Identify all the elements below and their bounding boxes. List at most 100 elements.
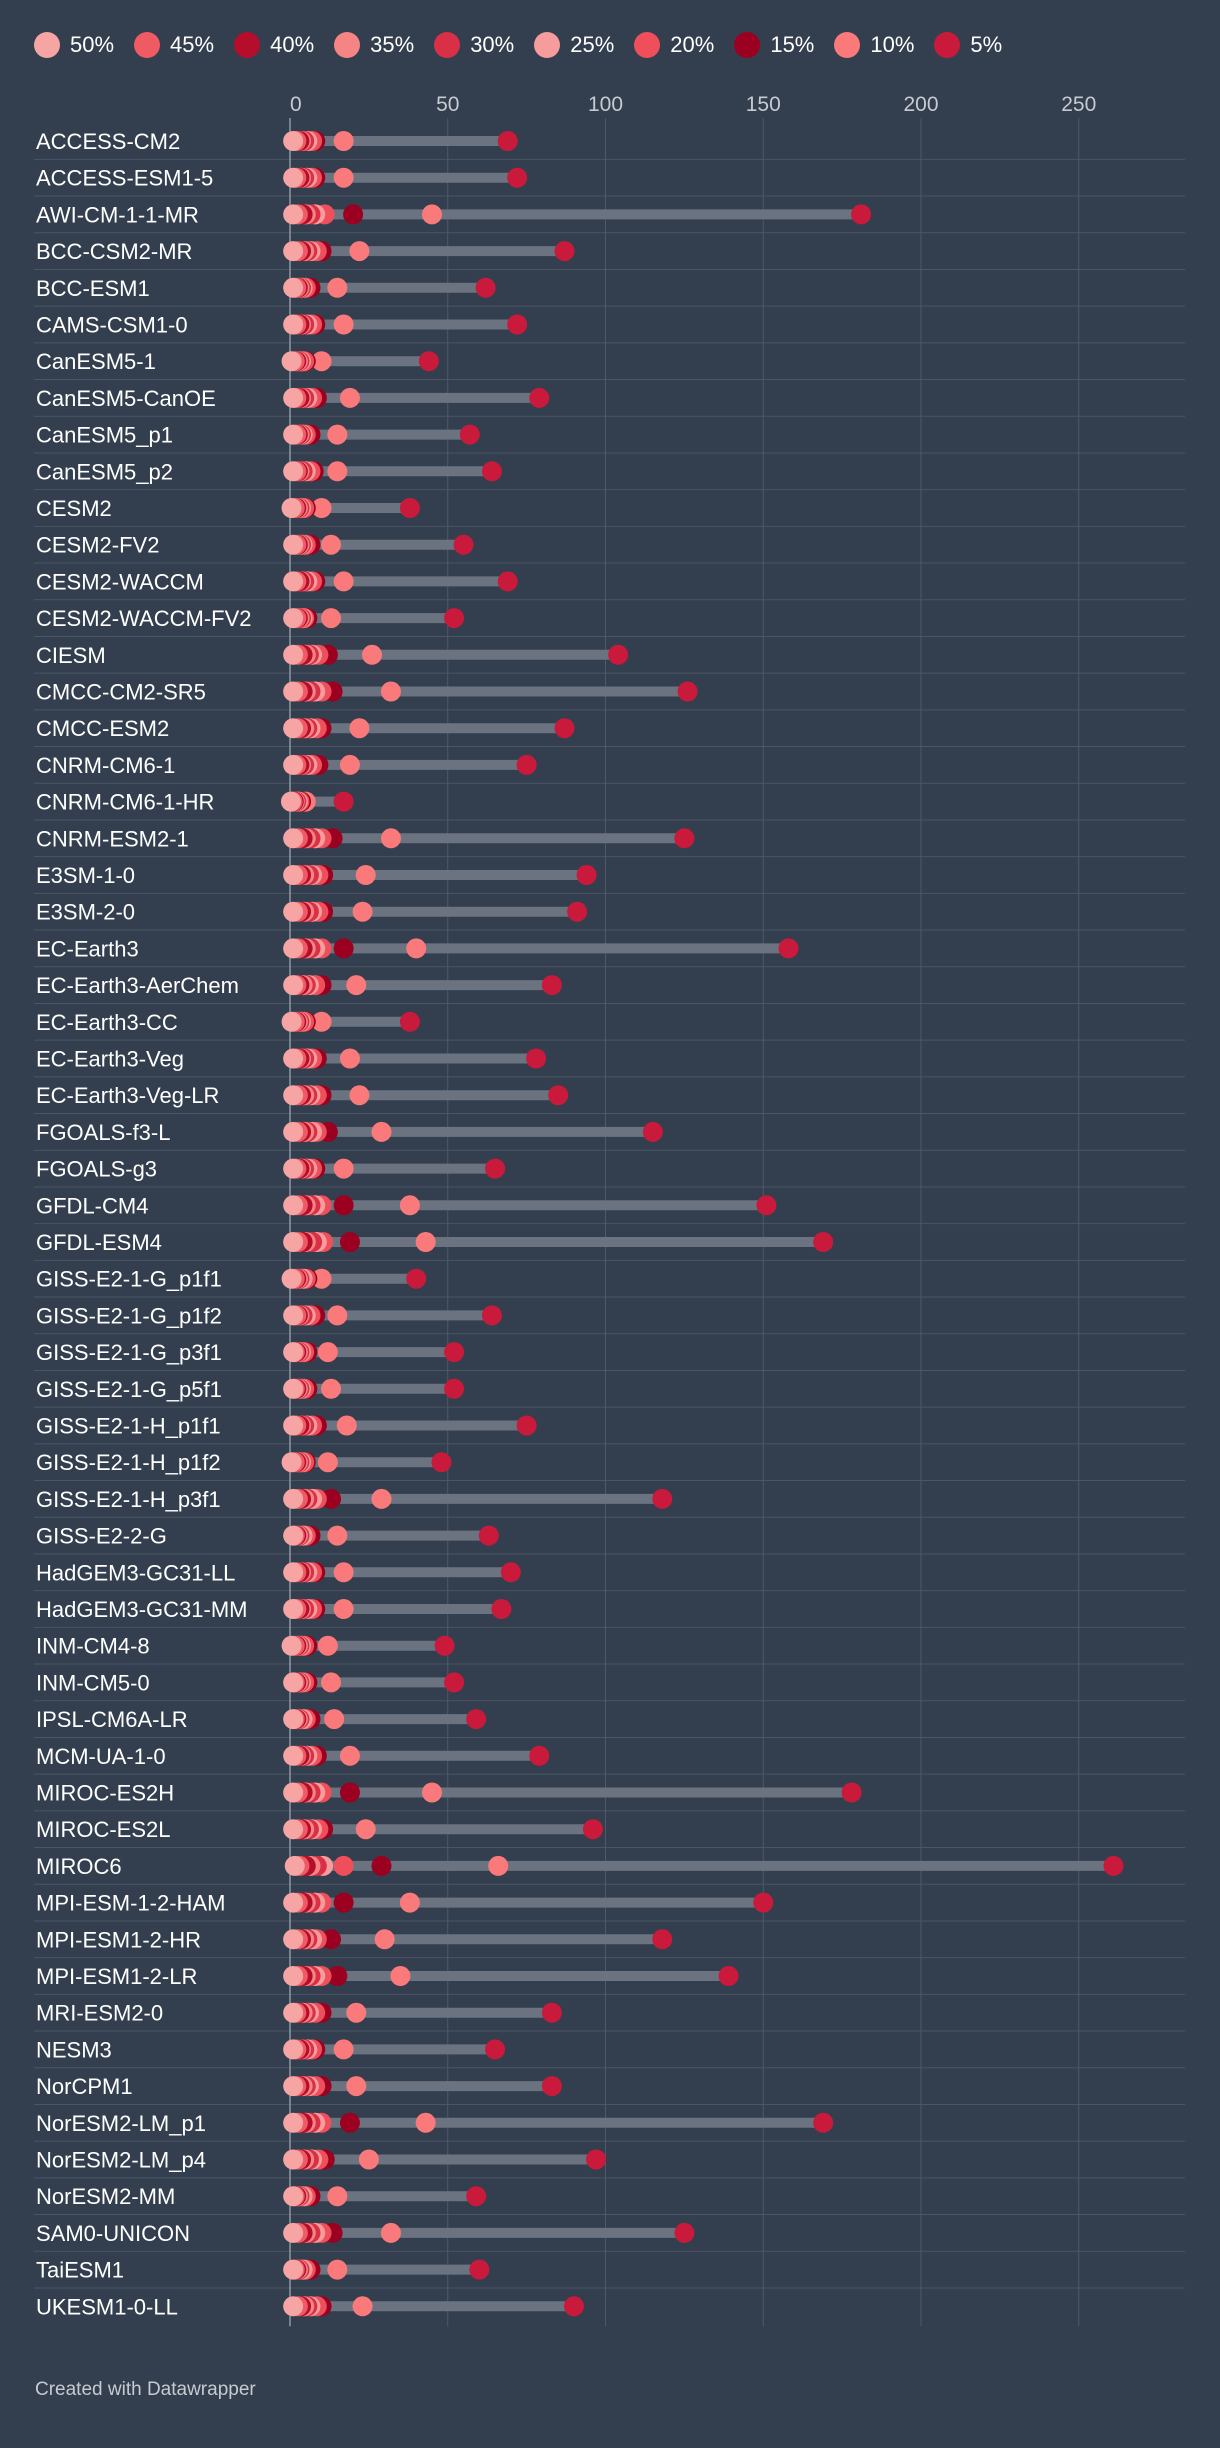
data-dot — [399, 1195, 420, 1216]
data-dot — [283, 424, 304, 445]
legend-label: 45% — [170, 32, 215, 57]
data-dot — [333, 1562, 354, 1583]
row-label: NorCPM1 — [36, 2074, 133, 2099]
legend-swatch — [234, 32, 261, 58]
data-dot — [336, 1415, 357, 1436]
data-dot — [677, 681, 698, 702]
row-label: ACCESS-CM2 — [36, 129, 180, 154]
data-dot — [541, 2002, 562, 2023]
data-dot — [283, 1929, 304, 1950]
data-dot — [327, 461, 348, 482]
data-dot — [283, 1745, 304, 1766]
legend-label: 30% — [470, 32, 515, 57]
data-dot — [333, 791, 354, 812]
row-label: BCC-ESM1 — [36, 276, 150, 301]
data-dot — [444, 1672, 465, 1693]
legend-item: 30% — [434, 32, 514, 58]
legend-swatch — [534, 32, 561, 58]
data-dot — [283, 1415, 304, 1436]
data-dot — [283, 828, 304, 849]
data-dot — [339, 1782, 360, 1803]
data-dot — [283, 1782, 304, 1803]
data-dot — [284, 1855, 305, 1876]
row-label: CESM2 — [36, 496, 112, 521]
data-dot — [281, 1011, 302, 1032]
data-dot — [321, 1672, 342, 1693]
data-dot — [516, 1415, 537, 1436]
data-dot — [283, 1048, 304, 1069]
data-dot — [390, 1966, 411, 1986]
data-dot — [283, 1562, 304, 1583]
data-dot — [283, 681, 304, 702]
row-label: EC-Earth3 — [36, 936, 139, 961]
row-label: CNRM-CM6-1-HR — [36, 790, 214, 815]
data-dot — [355, 1819, 376, 1840]
data-dot — [434, 1635, 455, 1656]
data-dot — [283, 1488, 304, 1509]
data-dot — [333, 571, 354, 592]
data-dot — [516, 754, 537, 775]
data-dot — [333, 938, 354, 959]
data-dot — [333, 314, 354, 335]
x-tick-label: 0 — [290, 93, 302, 116]
data-dot — [339, 387, 360, 408]
data-dot — [283, 1525, 304, 1546]
data-dot — [281, 1452, 302, 1473]
data-dot — [311, 1011, 332, 1032]
data-dot — [283, 131, 304, 151]
data-dot — [349, 1085, 370, 1106]
x-tick-label: 200 — [903, 93, 938, 116]
data-dot — [415, 2112, 436, 2133]
data-dot — [283, 1966, 304, 1986]
row-label: GISS-E2-1-H_p1f2 — [36, 1450, 221, 1475]
data-dot — [718, 1966, 739, 1986]
data-dot — [283, 534, 304, 555]
footer-credit[interactable]: Created with Datawrapper — [35, 2379, 256, 2400]
data-dot — [283, 1342, 304, 1363]
row-label: NESM3 — [36, 2037, 112, 2062]
row-label: CESM2-FV2 — [36, 533, 159, 558]
data-dot — [339, 1745, 360, 1766]
data-dot — [333, 1158, 354, 1179]
legend-item: 45% — [134, 32, 214, 58]
data-dot — [526, 1048, 547, 1069]
row-label: ACCESS-ESM1-5 — [36, 166, 213, 191]
legend-swatch — [334, 32, 361, 58]
data-dot — [321, 1929, 342, 1950]
data-dot — [281, 351, 302, 372]
data-dot — [333, 1195, 354, 1216]
data-dot — [813, 1232, 834, 1252]
data-dot — [321, 534, 342, 555]
data-dot — [481, 1305, 502, 1326]
data-dot — [283, 461, 304, 482]
row-label: SAM0-UNICON — [36, 2221, 190, 2246]
data-dot — [283, 644, 304, 665]
data-dot — [444, 1378, 465, 1399]
data-dot — [283, 2076, 304, 2097]
data-dot — [582, 1819, 603, 1840]
data-dot — [399, 1011, 420, 1032]
data-dot — [327, 2259, 348, 2280]
data-dot — [283, 167, 304, 188]
legend-swatch — [934, 32, 961, 58]
row-label: BCC-CSM2-MR — [36, 239, 192, 264]
row-label: GISS-E2-1-G_p1f1 — [36, 1267, 222, 1292]
row-label: MIROC-ES2L — [36, 1817, 170, 1842]
legend-swatch — [34, 32, 60, 58]
data-dot — [576, 865, 597, 885]
data-dot — [608, 644, 629, 665]
data-dot — [529, 387, 550, 408]
row-label: NorESM2-LM_p4 — [36, 2148, 206, 2173]
data-dot — [339, 2112, 360, 2133]
data-dot — [753, 1892, 774, 1913]
data-dot — [851, 204, 872, 225]
data-dot — [371, 1121, 392, 1142]
data-dot — [485, 1158, 506, 1179]
data-dot — [674, 2222, 695, 2243]
data-dot — [283, 901, 304, 922]
data-dot — [317, 1452, 338, 1473]
legend-swatch — [634, 32, 661, 58]
row-label: HadGEM3-GC31-LL — [36, 1560, 235, 1585]
data-dot — [431, 1452, 452, 1473]
legend-label: 20% — [670, 32, 715, 57]
